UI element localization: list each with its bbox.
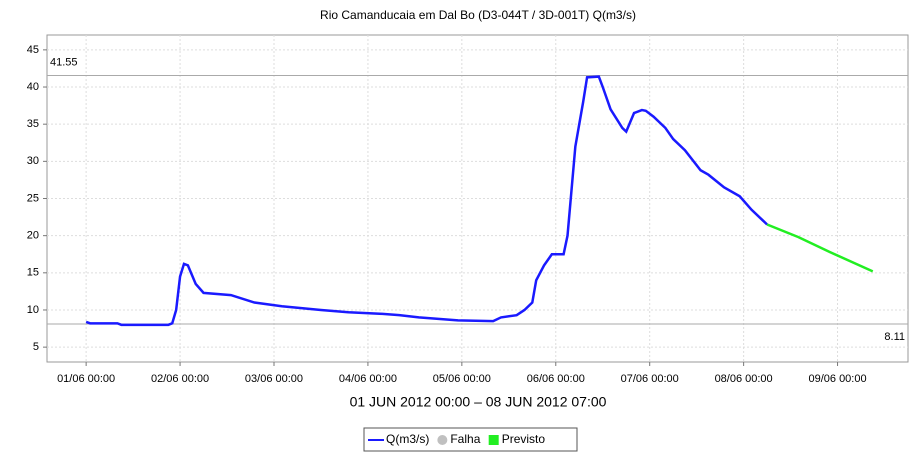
y-tick-label: 35 xyxy=(27,118,39,130)
x-tick-label: 01/06 00:00 xyxy=(57,373,115,385)
y-tick-label: 45 xyxy=(27,44,39,56)
y-tick-label: 5 xyxy=(33,341,39,353)
legend-swatch xyxy=(437,435,448,445)
x-tick-label: 09/06 00:00 xyxy=(808,373,866,385)
x-tick-label: 04/06 00:00 xyxy=(339,373,397,385)
legend-swatch xyxy=(488,435,499,445)
y-tick-label: 15 xyxy=(27,267,39,279)
y-tick-label: 25 xyxy=(27,192,39,204)
reference-label: 41.55 xyxy=(50,56,78,68)
x-tick-label: 06/06 00:00 xyxy=(527,373,585,385)
y-tick-label: 10 xyxy=(27,304,39,316)
x-tick-label: 07/06 00:00 xyxy=(621,373,679,385)
x-tick-label: 05/06 00:00 xyxy=(433,373,491,385)
legend xyxy=(363,427,578,452)
x-tick-label: 08/06 00:00 xyxy=(715,373,773,385)
legend-label: Falha xyxy=(450,432,480,446)
chart-title: Rio Camanducaia em Dal Bo (D3-044T / 3D-… xyxy=(320,8,636,22)
series-line xyxy=(766,223,874,273)
legend-label: Q(m3/s) xyxy=(386,432,429,446)
x-axis-label: 01 JUN 2012 00:00 – 08 JUN 2012 07:00 xyxy=(350,394,607,410)
x-tick-label: 02/06 00:00 xyxy=(151,373,209,385)
x-tick-label: 03/06 00:00 xyxy=(245,373,303,385)
series-line xyxy=(85,75,768,327)
y-tick-label: 30 xyxy=(27,155,39,167)
reference-label: 8.11 xyxy=(884,331,905,343)
y-tick-label: 40 xyxy=(27,81,39,93)
legend-label: Previsto xyxy=(502,432,546,446)
y-tick-label: 20 xyxy=(27,230,39,242)
